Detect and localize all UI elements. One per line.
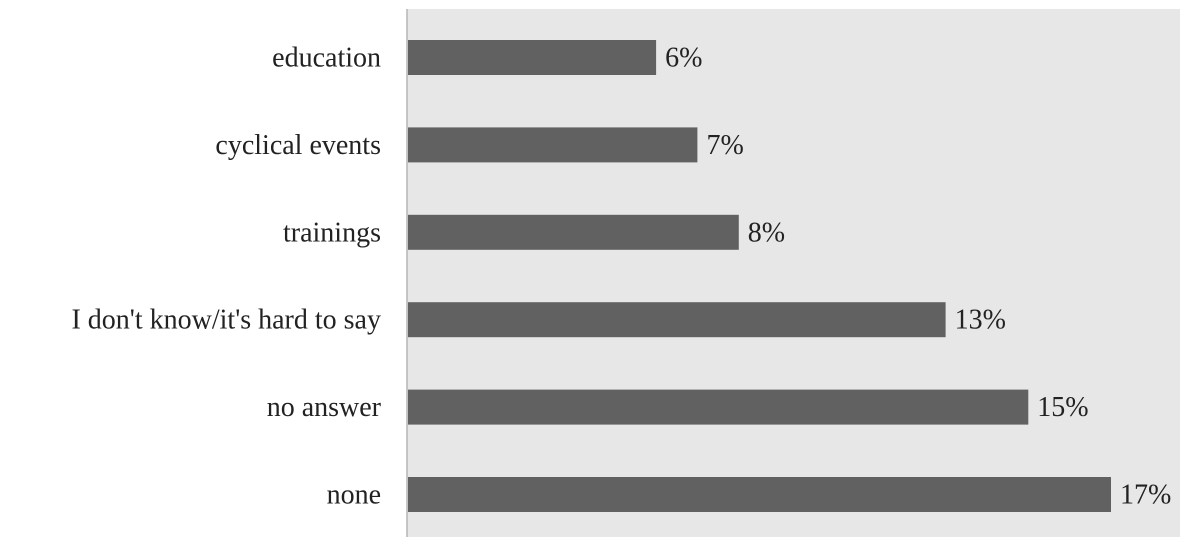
value-label-4: 15% <box>1037 392 1088 423</box>
bar-0 <box>408 40 656 75</box>
value-label-0: 6% <box>665 43 702 74</box>
bar-3 <box>408 302 946 337</box>
bar-4 <box>408 390 1028 425</box>
category-label-1: cyclical events <box>215 130 381 161</box>
bar-1 <box>408 127 697 162</box>
value-label-3: 13% <box>955 305 1006 336</box>
category-labels-group: education cyclical events trainings I don'… <box>71 43 381 511</box>
bar-5 <box>408 477 1111 512</box>
bar-2 <box>408 215 739 250</box>
category-label-0: education <box>272 43 381 74</box>
category-label-2: trainings <box>283 217 381 248</box>
category-label-5: none <box>327 480 381 511</box>
value-label-2: 8% <box>748 217 785 248</box>
plot-area-background <box>407 9 1180 537</box>
value-label-5: 17% <box>1120 480 1171 511</box>
category-label-4: no answer <box>267 392 382 423</box>
category-label-3: I don't know/it's hard to say <box>71 305 381 336</box>
value-label-1: 7% <box>707 130 744 161</box>
